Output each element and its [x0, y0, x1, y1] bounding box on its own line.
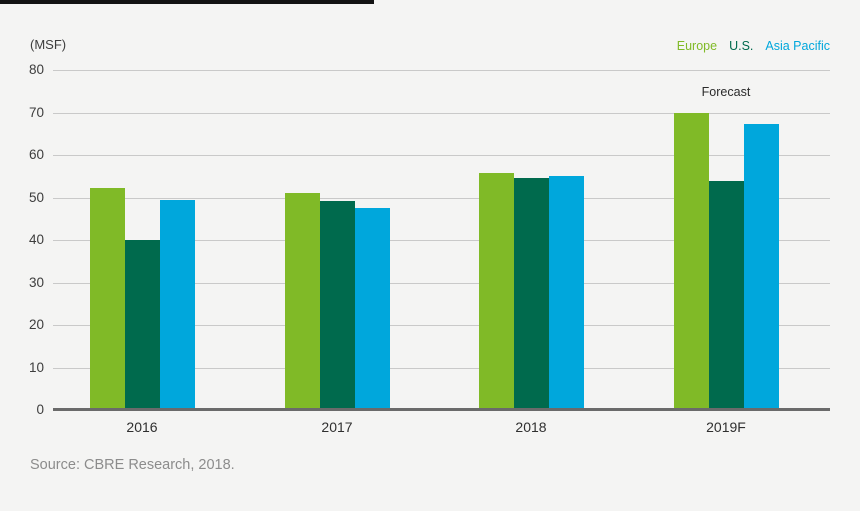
legend-item-asia-pacific: Asia Pacific	[765, 39, 830, 53]
legend-item-europe: Europe	[676, 39, 718, 53]
bar-u-s-2017	[319, 200, 355, 410]
gridline-60	[53, 155, 830, 156]
x-label-2018: 2018	[515, 419, 547, 435]
bar-u-s-2016	[124, 240, 160, 410]
bar-europe-2017	[284, 193, 320, 410]
y-tick-70: 70	[28, 104, 44, 120]
legend: Europe U.S. Asia Pacific	[677, 39, 830, 53]
bar-u-s-2019f	[708, 180, 744, 410]
forecast-annotation: Forecast	[701, 85, 751, 99]
bar-asia-pacific-2019f	[743, 124, 779, 410]
y-tick-20: 20	[28, 317, 44, 332]
y-tick-50: 50	[28, 189, 44, 205]
gridline-10	[53, 367, 830, 369]
y-tick-80: 80	[28, 62, 44, 77]
y-tick-40: 40	[28, 232, 44, 247]
y-tick-0: 0	[36, 402, 44, 417]
y-tick-10: 10	[28, 359, 44, 375]
top-border-decoration	[0, 0, 374, 4]
gridline-30	[53, 282, 830, 284]
bar-europe-2019f	[673, 112, 709, 410]
legend-item-us: U.S.	[729, 39, 754, 53]
gridline-20	[53, 325, 830, 326]
plot-area	[53, 70, 830, 411]
bar-europe-2018	[478, 173, 514, 410]
bar-asia-pacific-2017	[354, 207, 390, 410]
bar-europe-2016	[89, 188, 125, 410]
x-label-2017: 2017	[321, 419, 353, 435]
x-label-2016: 2016	[126, 419, 158, 435]
x-label-2019f: 2019F	[706, 419, 746, 435]
y-axis-unit-label: (MSF)	[30, 37, 67, 52]
gridline-80	[53, 70, 830, 71]
gridline-50	[53, 197, 830, 199]
gridline-70	[53, 112, 830, 114]
gridline-40	[53, 240, 830, 241]
bar-asia-pacific-2018	[548, 176, 584, 410]
y-tick-60: 60	[28, 147, 44, 162]
y-tick-30: 30	[28, 274, 44, 290]
source-note: Source: CBRE Research, 2018.	[30, 457, 235, 473]
bar-u-s-2018	[513, 178, 549, 410]
bar-asia-pacific-2016	[159, 199, 195, 410]
x-axis-line	[53, 408, 830, 411]
